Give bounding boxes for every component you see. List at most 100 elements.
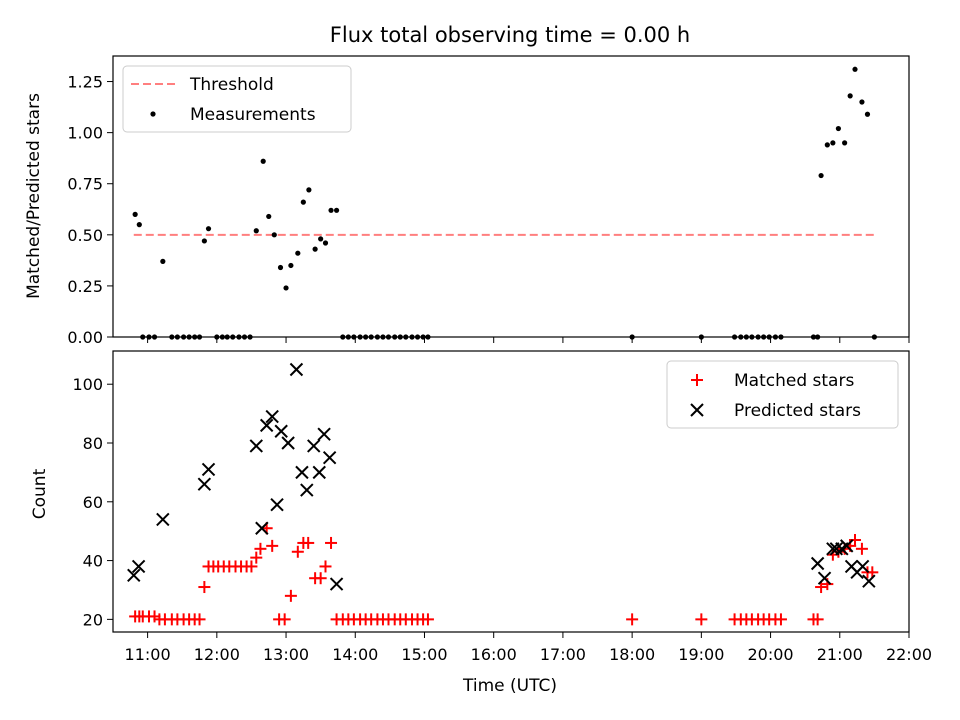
predicted-star-marker: [317, 427, 331, 441]
count-xtick-label: 22:00: [886, 645, 932, 664]
count-xtick-label: 21:00: [817, 645, 863, 664]
ratio-panel: Flux total observing time = 0.00 h Match…: [24, 23, 910, 347]
predicted-star-marker: [855, 559, 870, 574]
threshold-legend-label: Threshold: [189, 75, 274, 95]
measurement-point: [132, 211, 138, 217]
count-xtick-label: 18:00: [609, 645, 655, 664]
matched-star-marker: [302, 536, 315, 549]
predicted-star-marker: [312, 465, 326, 480]
predicted-star-marker: [810, 556, 825, 571]
matched-star-marker: [421, 613, 434, 626]
measurement-point: [136, 222, 142, 228]
measurement-point: [847, 93, 853, 99]
predicted-star-marker: [201, 462, 216, 477]
predicted-star-marker: [249, 439, 263, 453]
ratio-ytick-label: 1.25: [67, 73, 103, 92]
predicted-legend-swatch: [690, 403, 704, 417]
predicted-star-marker: [156, 512, 170, 527]
measurement-point: [842, 140, 848, 146]
measurement-point: [824, 142, 830, 148]
measurement-point: [266, 213, 272, 220]
matched-star-marker: [193, 613, 206, 626]
count-panel-legend-box: [666, 360, 899, 429]
predicted-star-marker: [839, 539, 854, 553]
measurement-point: [818, 172, 824, 179]
count-xtick-label: 15:00: [401, 645, 447, 664]
matched-star-marker: [325, 536, 338, 549]
predicted-star-marker: [300, 483, 314, 497]
measurement-point: [333, 207, 340, 213]
predicted-star-marker: [259, 418, 274, 433]
count-xtick-label: 20:00: [748, 645, 794, 664]
count-xtick-label: 19:00: [678, 645, 724, 664]
predicted-star-marker: [289, 362, 304, 377]
matched-star-marker: [314, 572, 327, 585]
measurements-legend-label: Measurements: [190, 105, 316, 125]
measurement-point: [318, 236, 324, 242]
measurement-point: [328, 207, 334, 213]
measurement-point: [277, 264, 284, 271]
measurement-point: [864, 111, 871, 117]
ratio-ytick-label: 0.50: [67, 226, 103, 245]
measurement-point: [306, 187, 312, 193]
ratio-panel-frame: [112, 55, 910, 338]
matched-star-marker: [319, 560, 332, 573]
matched-star-marker: [774, 613, 787, 626]
matched-star-marker: [811, 613, 824, 626]
matched-star-marker: [266, 539, 279, 552]
ratio-ytick-label: 0.75: [67, 175, 103, 194]
matched-star-marker: [626, 613, 639, 626]
matched-star-marker: [198, 581, 211, 594]
measurement-point: [312, 246, 318, 252]
measurement-point: [322, 240, 329, 246]
matched-star-marker: [291, 545, 304, 558]
ratio-panel-yaxis: 0.00 0.25 0.50 0.75 1.00 1.25: [67, 73, 113, 347]
count-panel-plot-area: [127, 362, 879, 626]
predicted-star-marker: [127, 568, 141, 582]
measurement-point: [288, 262, 294, 269]
matched-legend-label: Matched stars: [734, 371, 854, 391]
matched-star-marker: [250, 551, 263, 564]
matched-star-marker: [284, 589, 297, 602]
predicted-star-marker: [265, 409, 279, 424]
matched-legend-swatch: [691, 374, 703, 386]
predicted-legend-label: Predicted stars: [734, 401, 861, 421]
measurement-point: [271, 232, 277, 238]
matched-star-marker: [855, 542, 868, 555]
ratio-ytick-label: 0.00: [67, 328, 103, 347]
matched-star-marker: [278, 613, 291, 626]
predicted-star-marker: [131, 559, 146, 574]
ratio-panel-legend: Threshold Measurements: [122, 65, 352, 133]
predicted-star-marker: [274, 424, 288, 438]
count-xtick-label: 17:00: [540, 645, 586, 664]
matched-star-marker: [245, 560, 258, 573]
predicted-star-marker: [281, 436, 295, 450]
measurement-point: [835, 125, 841, 132]
count-ytick-label: 40: [83, 552, 103, 571]
ratio-ytick-label: 1.00: [67, 124, 103, 143]
ratio-panel-ylabel: Matched/Predicted stars: [24, 93, 44, 299]
measurement-point: [295, 250, 301, 256]
count-panel-legend: Matched stars Predicted stars: [666, 360, 899, 429]
measurement-point: [300, 199, 306, 205]
ratio-panel-legend-box: [122, 65, 352, 133]
predicted-star-marker: [322, 450, 337, 465]
predicted-star-marker: [817, 571, 832, 585]
measurement-point: [852, 66, 858, 72]
count-panel-ylabel: Count: [30, 468, 50, 519]
count-panel-yaxis: 20 40 60 80 100: [72, 375, 113, 629]
count-panel-xlabel: Time (UTC): [462, 676, 557, 696]
matched-star-marker: [695, 613, 708, 626]
predicted-star-marker: [329, 577, 344, 591]
predicted-star-marker: [255, 521, 269, 535]
count-xtick-label: 16:00: [471, 645, 517, 664]
predicted-star-marker: [307, 439, 321, 453]
ratio-ytick-label: 0.25: [67, 277, 103, 296]
measurement-point: [859, 99, 865, 105]
measurement-point: [253, 228, 259, 234]
predicted-star-marker: [862, 574, 876, 588]
count-ytick-label: 80: [83, 434, 103, 453]
measurement-point: [201, 238, 207, 244]
